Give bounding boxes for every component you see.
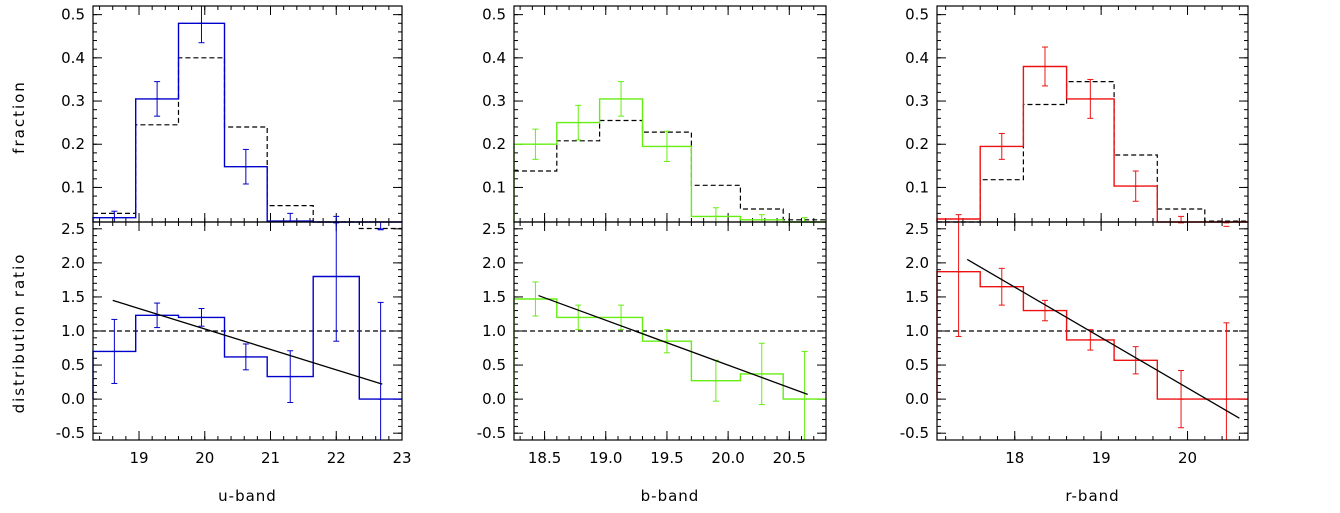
u-band-ratio-y-tick-label: 2.0 bbox=[61, 254, 85, 272]
r-band-fraction-y-tick-label: 0.2 bbox=[905, 135, 929, 153]
r-band-ratio-y-tick-label: 1.5 bbox=[905, 288, 929, 306]
u-band-fraction-y-tick-label: 0.2 bbox=[61, 135, 85, 153]
b-band-ratio-x-tick-label: 20.0 bbox=[711, 449, 744, 467]
b-band-ratio-y-tick-label: 2.5 bbox=[482, 220, 506, 238]
r-band-fraction-histogram-series bbox=[936, 65, 1248, 223]
b-band-ratio-y-tick-label: 0.0 bbox=[482, 390, 506, 408]
b-band-ratio-x-tick-label: 18.5 bbox=[528, 449, 561, 467]
u-band-ratio-frame bbox=[92, 221, 403, 441]
r-band-fraction-y-tick-label: 0.4 bbox=[905, 49, 929, 67]
r-band-ratio-y-tick-label: -0.5 bbox=[900, 424, 929, 442]
r-band-ratio-x-tick-label: 19 bbox=[1092, 449, 1111, 467]
b-band-ratio-y-tick-label: -0.5 bbox=[477, 424, 506, 442]
r-band-ratio-y-tick-label: 2.0 bbox=[905, 254, 929, 272]
r-band-ratio-frame bbox=[936, 221, 1249, 441]
b-band-fraction-y-tick-label: 0.4 bbox=[482, 49, 506, 67]
b-band-ratio-x-tick-label: 19.5 bbox=[650, 449, 683, 467]
r-band-ratio-y-tick-label: 2.5 bbox=[905, 220, 929, 238]
u-band-ratio-x-tick-label: 20 bbox=[195, 449, 214, 467]
u-band-fraction-histogram-series bbox=[92, 22, 402, 223]
b-band-fraction-y-tick-label: 0.2 bbox=[482, 135, 506, 153]
u-band-ratio-x-tick-label: 19 bbox=[129, 449, 148, 467]
b-band-ratio-x-tick-label: 20.5 bbox=[773, 449, 806, 467]
u-band-ratio-y-tick-label: 1.0 bbox=[61, 322, 85, 340]
u-band-fraction-y-tick-label: 0.5 bbox=[61, 6, 85, 24]
r-band-fraction-reference-series bbox=[937, 80, 1248, 223]
u-band-ratio-x-tick-label: 21 bbox=[261, 449, 280, 467]
u-band-ratio-x-tick-label: 23 bbox=[392, 449, 411, 467]
u-band-fraction-y-tick-label: 0.1 bbox=[61, 178, 85, 196]
r-band-fraction-y-tick-label: 0.3 bbox=[905, 92, 929, 110]
u-band-fraction-reference-series bbox=[93, 57, 402, 230]
u-band-ratio-x-tick-label: 22 bbox=[327, 449, 346, 467]
y-axis-label-fraction: fraction bbox=[10, 80, 28, 154]
b-band-ratio-y-tick-label: 1.5 bbox=[482, 288, 506, 306]
b-band-fraction-y-tick-label: 0.5 bbox=[482, 6, 506, 24]
b-band-fraction-histogram-series bbox=[513, 98, 826, 223]
b-band-x-axis-label: b-band bbox=[641, 487, 700, 505]
u-band-ratio-y-tick-label: 0.0 bbox=[61, 390, 85, 408]
r-band-ratio-histogram-series bbox=[936, 271, 1248, 400]
u-band-ratio-y-tick-label: 1.5 bbox=[61, 288, 85, 306]
r-band-ratio-y-tick-label: 0.0 bbox=[905, 390, 929, 408]
r-band-fraction-y-tick-label: 0.5 bbox=[905, 6, 929, 24]
r-band-fraction-y-tick-label: 0.1 bbox=[905, 178, 929, 196]
u-band-ratio-fit-line bbox=[112, 299, 383, 385]
u-band-fraction-y-tick-label: 0.3 bbox=[61, 92, 85, 110]
b-band-ratio-fit-line bbox=[538, 294, 808, 395]
u-band-ratio-y-tick-label: -0.5 bbox=[56, 424, 85, 442]
u-band-ratio-histogram-series bbox=[92, 275, 402, 400]
u-band-ratio-y-tick-label: 2.5 bbox=[61, 220, 85, 238]
r-band-ratio-y-tick-label: 0.5 bbox=[905, 356, 929, 374]
u-band-fraction-frame bbox=[92, 5, 403, 223]
r-band-ratio-x-tick-label: 20 bbox=[1178, 449, 1197, 467]
b-band-fraction-y-tick-label: 0.1 bbox=[482, 178, 506, 196]
b-band-fraction-y-tick-label: 0.3 bbox=[482, 92, 506, 110]
r-band-ratio-fit-line bbox=[966, 258, 1240, 419]
r-band-ratio-x-tick-label: 18 bbox=[1005, 449, 1024, 467]
b-band-ratio-y-tick-label: 0.5 bbox=[482, 356, 506, 374]
b-band-ratio-frame bbox=[513, 221, 827, 441]
y-axis-label-distribution-ratio: distribution ratio bbox=[10, 253, 28, 414]
b-band-ratio-y-tick-label: 1.0 bbox=[482, 322, 506, 340]
b-band-fraction-reference-series bbox=[514, 119, 826, 221]
b-band-fraction-frame bbox=[513, 5, 827, 223]
u-band-x-axis-label: u-band bbox=[218, 487, 277, 505]
u-band-ratio-y-tick-label: 0.5 bbox=[61, 356, 85, 374]
b-band-ratio-x-tick-label: 19.0 bbox=[589, 449, 622, 467]
r-band-ratio-y-tick-label: 1.0 bbox=[905, 322, 929, 340]
u-band-fraction-y-tick-label: 0.4 bbox=[61, 49, 85, 67]
r-band-x-axis-label: r-band bbox=[1065, 487, 1119, 505]
r-band-fraction-frame bbox=[936, 5, 1249, 223]
b-band-ratio-y-tick-label: 2.0 bbox=[482, 254, 506, 272]
